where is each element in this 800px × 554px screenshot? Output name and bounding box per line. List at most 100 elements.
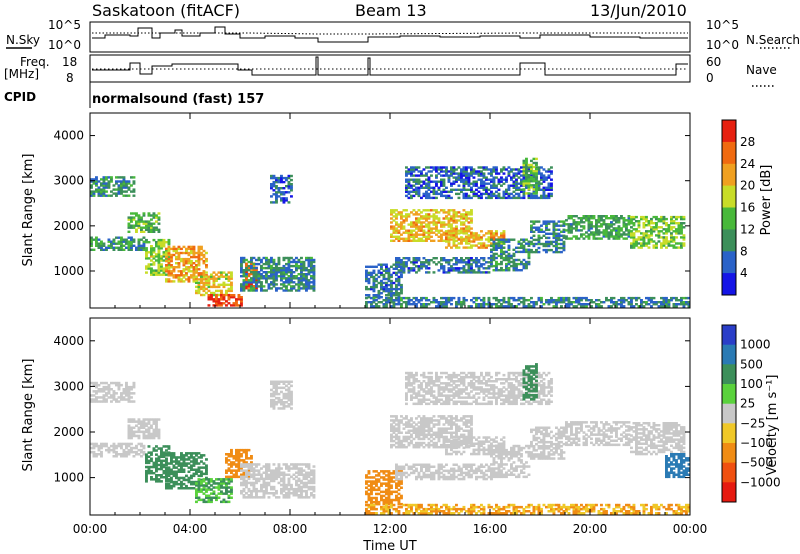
- echo-cell: [277, 465, 281, 468]
- echo-cell: [420, 303, 423, 306]
- echo-cell: [182, 456, 186, 459]
- echo-cell: [500, 196, 503, 200]
- echo-cell: [627, 223, 631, 226]
- echo-cell: [172, 472, 176, 476]
- echo-cell: [240, 271, 243, 274]
- echo-cell: [147, 267, 151, 270]
- echo-cell: [290, 281, 293, 284]
- echo-cell: [527, 262, 531, 266]
- echo-cell: [612, 227, 616, 230]
- echo-cell: [132, 190, 136, 193]
- echo-cell: [115, 446, 118, 450]
- echo-cell: [440, 174, 443, 177]
- echo-cell: [470, 299, 473, 302]
- echo-cell: [375, 273, 378, 277]
- echo-cell: [127, 434, 131, 438]
- echo-cell: [517, 168, 521, 171]
- echo-cell: [285, 271, 288, 274]
- echo-cell: [470, 190, 473, 193]
- echo-cell: [167, 265, 171, 268]
- echo-cell: [142, 430, 146, 434]
- echo-cell: [365, 301, 368, 304]
- echo-cell: [477, 194, 481, 198]
- echo-cell: [367, 281, 371, 285]
- echo-cell: [400, 217, 403, 220]
- echo-cell: [470, 269, 473, 272]
- echo-cell: [265, 471, 268, 474]
- echo-cell: [480, 172, 483, 175]
- echo-cell: [270, 473, 273, 476]
- echo-cell: [390, 281, 393, 285]
- y-tick-label: 2000: [53, 219, 84, 233]
- echo-cell: [392, 211, 396, 214]
- echo-cell: [197, 249, 201, 253]
- echo-cell: [175, 247, 178, 251]
- echo-cell: [147, 436, 151, 440]
- echo-cell: [137, 453, 141, 456]
- echo-cell: [127, 224, 131, 227]
- echo-cell: [157, 457, 161, 460]
- echo-cell: [102, 192, 106, 195]
- echo-cell: [295, 277, 298, 280]
- echo-cell: [170, 266, 173, 269]
- echo-cell: [140, 238, 143, 241]
- echo-cell: [532, 180, 536, 183]
- echo-cell: [272, 485, 276, 489]
- echo-cell: [445, 296, 448, 300]
- echo-cell: [257, 277, 261, 280]
- echo-cell: [132, 226, 136, 229]
- echo-cell: [90, 186, 93, 189]
- echo-cell: [365, 265, 368, 268]
- echo-cell: [515, 174, 518, 177]
- echo-cell: [262, 256, 266, 260]
- echo-cell: [142, 222, 146, 225]
- echo-cell: [157, 474, 161, 477]
- echo-cell: [587, 237, 591, 240]
- echo-cell: [245, 258, 248, 262]
- echo-cell: [240, 475, 243, 479]
- echo-cell: [292, 264, 296, 268]
- echo-cell: [485, 166, 488, 169]
- echo-cell: [392, 281, 396, 285]
- echo-cell: [260, 496, 263, 499]
- echo-cell: [205, 490, 208, 493]
- echo-cell: [415, 225, 418, 228]
- echo-cell: [615, 229, 618, 232]
- echo-cell: [230, 294, 233, 297]
- echo-cell: [212, 298, 216, 301]
- echo-cell: [397, 281, 401, 285]
- echo-cell: [290, 264, 293, 268]
- echo-cell: [272, 269, 276, 272]
- echo-cell: [405, 213, 408, 216]
- echo-cell: [310, 285, 313, 288]
- colorbar-tick-label: 24: [740, 157, 755, 171]
- echo-cell: [492, 252, 496, 256]
- echo-cell: [305, 281, 308, 284]
- echo-cell: [480, 170, 483, 173]
- echo-cell: [427, 263, 431, 266]
- echo-cell: [280, 273, 283, 276]
- echo-cell: [147, 459, 151, 463]
- echo-cell: [420, 233, 423, 236]
- echo-cell: [535, 163, 538, 167]
- echo-cell: [300, 467, 303, 470]
- echo-cell: [230, 486, 233, 489]
- echo-cell: [512, 194, 516, 198]
- echo-cell: [407, 184, 411, 187]
- echo-cell: [417, 301, 421, 304]
- echo-cell: [457, 269, 461, 272]
- echo-cell: [242, 269, 246, 272]
- echo-cell: [232, 469, 236, 472]
- echo-cell: [285, 485, 288, 489]
- echo-cell: [130, 246, 133, 249]
- echo-cell: [275, 492, 278, 495]
- echo-cell: [662, 238, 666, 241]
- echo-cell: [212, 304, 216, 307]
- echo-cell: [115, 194, 118, 197]
- echo-cell: [645, 230, 648, 233]
- echo-cell: [195, 259, 198, 263]
- echo-cell: [645, 224, 648, 227]
- echo-cell: [112, 448, 116, 452]
- echo-cell: [245, 281, 248, 284]
- echo-cell: [125, 453, 128, 456]
